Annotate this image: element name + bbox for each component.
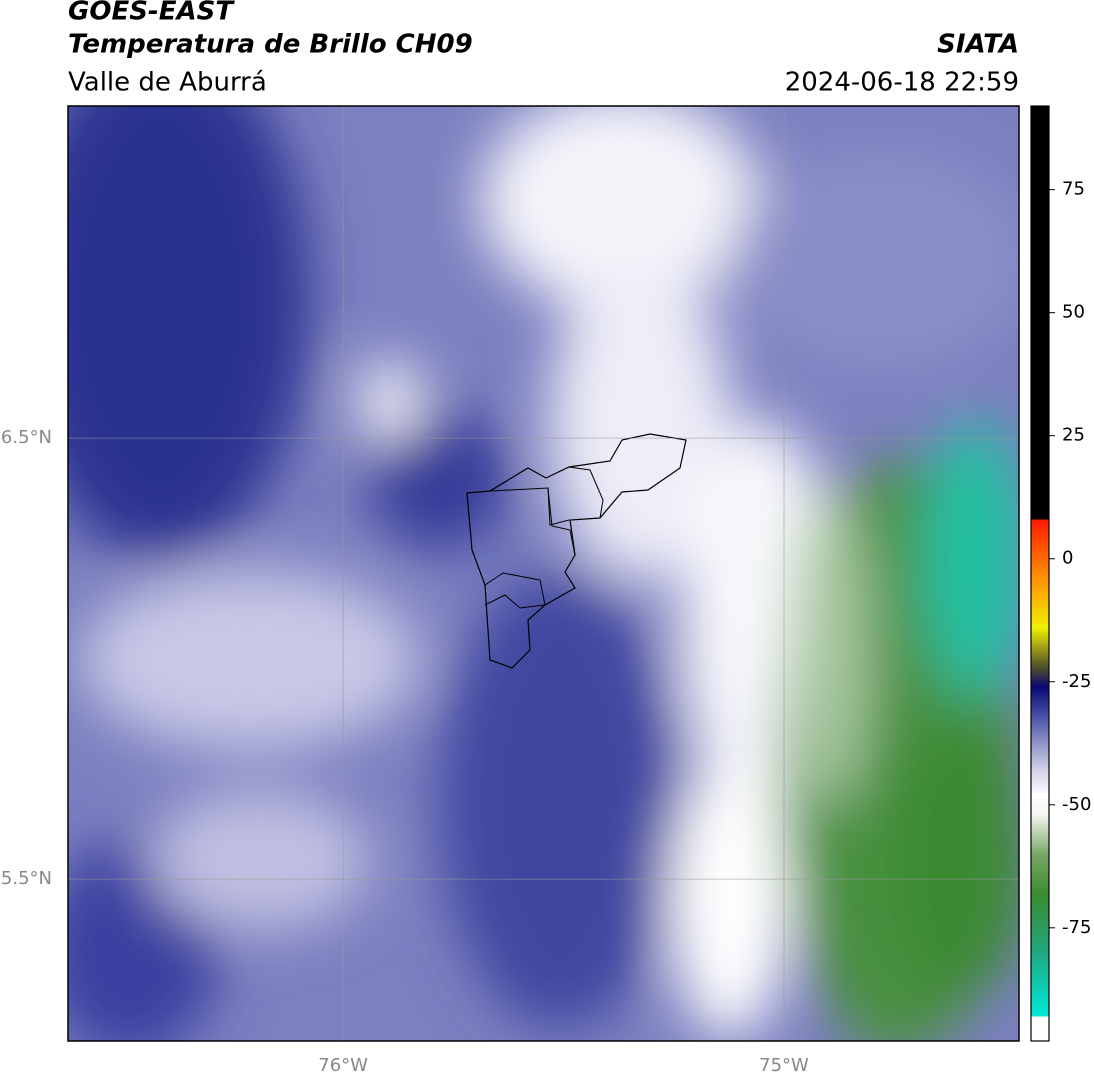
municipal-boundary bbox=[484, 572, 546, 609]
colorbar-tick-label: -50 bbox=[1062, 794, 1091, 815]
title-line: GOES-EAST bbox=[68, 0, 235, 27]
datetime: 2024-06-18 22:59 bbox=[785, 68, 1019, 98]
source: SIATA bbox=[937, 30, 1019, 60]
colorbar-tick-label: 75 bbox=[1062, 179, 1085, 200]
colorbar-tick-label: 25 bbox=[1062, 425, 1085, 446]
y-tick-label: 6.5°N bbox=[1, 427, 52, 448]
subtitle: Valle de Aburrá bbox=[68, 68, 267, 98]
x-tick-label: 76°W bbox=[318, 1055, 368, 1076]
satellite-image bbox=[68, 106, 1019, 1041]
map-frame bbox=[67, 105, 1020, 1042]
x-tick-label: 75°W bbox=[759, 1055, 809, 1076]
municipal-boundary bbox=[547, 487, 576, 556]
colorbar-tick-label: 50 bbox=[1062, 302, 1085, 323]
municipal-boundary bbox=[568, 466, 604, 519]
title-line: Temperatura de Brillo CH09 bbox=[68, 30, 473, 60]
colorbar-tick-label: -25 bbox=[1062, 671, 1091, 692]
colorbar-tick-label: -75 bbox=[1062, 917, 1091, 938]
grid bbox=[68, 106, 1019, 1041]
colorbar-tick-label: 0 bbox=[1062, 548, 1073, 569]
y-tick-label: 5.5°N bbox=[1, 868, 52, 889]
colorbar bbox=[1030, 105, 1050, 1042]
